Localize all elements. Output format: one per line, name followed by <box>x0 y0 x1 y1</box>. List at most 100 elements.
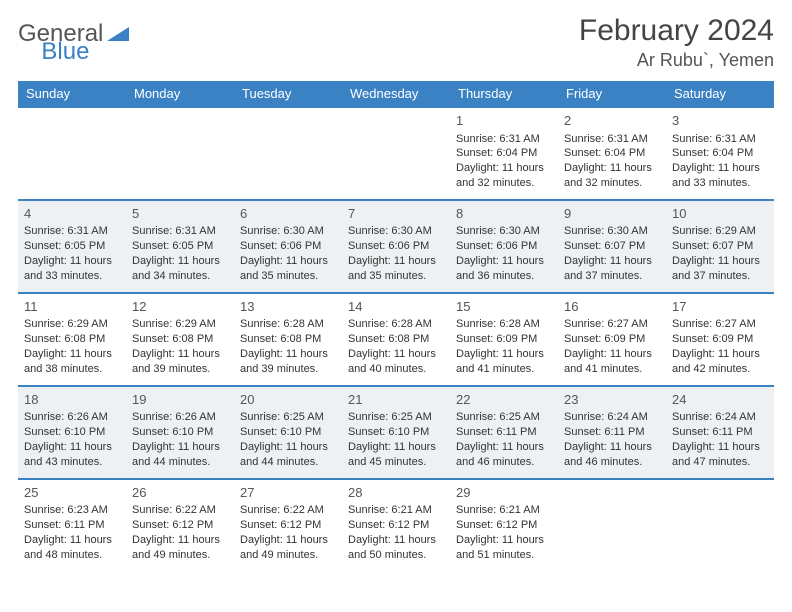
daylight-text: Daylight: 11 hours and 49 minutes. <box>240 533 336 563</box>
sunrise-text: Sunrise: 6:23 AM <box>24 503 120 518</box>
daylight-text: Daylight: 11 hours and 51 minutes. <box>456 533 552 563</box>
daylight-text: Daylight: 11 hours and 41 minutes. <box>456 347 552 377</box>
day-number: 20 <box>240 391 336 409</box>
calendar-day-cell: 5Sunrise: 6:31 AMSunset: 6:05 PMDaylight… <box>126 200 234 293</box>
sunrise-text: Sunrise: 6:25 AM <box>348 410 444 425</box>
sunset-text: Sunset: 6:10 PM <box>132 425 228 440</box>
calendar-empty-cell <box>126 107 234 200</box>
day-number: 10 <box>672 205 768 223</box>
calendar-day-cell: 1Sunrise: 6:31 AMSunset: 6:04 PMDaylight… <box>450 107 558 200</box>
day-number: 21 <box>348 391 444 409</box>
day-number: 24 <box>672 391 768 409</box>
sunset-text: Sunset: 6:04 PM <box>456 146 552 161</box>
day-header: Sunday <box>18 81 126 107</box>
sunrise-text: Sunrise: 6:28 AM <box>348 317 444 332</box>
sunset-text: Sunset: 6:05 PM <box>132 239 228 254</box>
calendar-page: General Blue February 2024 Ar Rubu`, Yem… <box>0 0 792 585</box>
daylight-text: Daylight: 11 hours and 44 minutes. <box>240 440 336 470</box>
sunrise-text: Sunrise: 6:25 AM <box>456 410 552 425</box>
sunrise-text: Sunrise: 6:30 AM <box>564 224 660 239</box>
calendar-day-cell: 11Sunrise: 6:29 AMSunset: 6:08 PMDayligh… <box>18 293 126 386</box>
sunrise-text: Sunrise: 6:28 AM <box>240 317 336 332</box>
sunrise-text: Sunrise: 6:29 AM <box>672 224 768 239</box>
calendar-day-cell: 9Sunrise: 6:30 AMSunset: 6:07 PMDaylight… <box>558 200 666 293</box>
day-header: Friday <box>558 81 666 107</box>
sunrise-text: Sunrise: 6:29 AM <box>24 317 120 332</box>
day-header: Thursday <box>450 81 558 107</box>
sunset-text: Sunset: 6:09 PM <box>672 332 768 347</box>
day-number: 8 <box>456 205 552 223</box>
daylight-text: Daylight: 11 hours and 35 minutes. <box>348 254 444 284</box>
daylight-text: Daylight: 11 hours and 39 minutes. <box>132 347 228 377</box>
calendar-header-row: SundayMondayTuesdayWednesdayThursdayFrid… <box>18 81 774 107</box>
sunset-text: Sunset: 6:12 PM <box>132 518 228 533</box>
sunrise-text: Sunrise: 6:30 AM <box>348 224 444 239</box>
calendar-day-cell: 26Sunrise: 6:22 AMSunset: 6:12 PMDayligh… <box>126 479 234 571</box>
sunset-text: Sunset: 6:11 PM <box>24 518 120 533</box>
daylight-text: Daylight: 11 hours and 34 minutes. <box>132 254 228 284</box>
daylight-text: Daylight: 11 hours and 32 minutes. <box>564 161 660 191</box>
sunrise-text: Sunrise: 6:22 AM <box>240 503 336 518</box>
calendar-day-cell: 12Sunrise: 6:29 AMSunset: 6:08 PMDayligh… <box>126 293 234 386</box>
daylight-text: Daylight: 11 hours and 32 minutes. <box>456 161 552 191</box>
daylight-text: Daylight: 11 hours and 49 minutes. <box>132 533 228 563</box>
sunset-text: Sunset: 6:10 PM <box>24 425 120 440</box>
sunrise-text: Sunrise: 6:27 AM <box>564 317 660 332</box>
calendar-day-cell: 6Sunrise: 6:30 AMSunset: 6:06 PMDaylight… <box>234 200 342 293</box>
sunrise-text: Sunrise: 6:31 AM <box>132 224 228 239</box>
calendar-day-cell: 16Sunrise: 6:27 AMSunset: 6:09 PMDayligh… <box>558 293 666 386</box>
calendar-day-cell: 2Sunrise: 6:31 AMSunset: 6:04 PMDaylight… <box>558 107 666 200</box>
calendar-empty-cell <box>18 107 126 200</box>
logo-text-blue: Blue <box>41 38 89 66</box>
sunrise-text: Sunrise: 6:21 AM <box>456 503 552 518</box>
calendar-day-cell: 13Sunrise: 6:28 AMSunset: 6:08 PMDayligh… <box>234 293 342 386</box>
sunset-text: Sunset: 6:07 PM <box>672 239 768 254</box>
calendar-day-cell: 4Sunrise: 6:31 AMSunset: 6:05 PMDaylight… <box>18 200 126 293</box>
day-number: 23 <box>564 391 660 409</box>
sunrise-text: Sunrise: 6:24 AM <box>672 410 768 425</box>
calendar-empty-cell <box>558 479 666 571</box>
daylight-text: Daylight: 11 hours and 36 minutes. <box>456 254 552 284</box>
calendar-day-cell: 22Sunrise: 6:25 AMSunset: 6:11 PMDayligh… <box>450 386 558 479</box>
calendar-week-row: 11Sunrise: 6:29 AMSunset: 6:08 PMDayligh… <box>18 293 774 386</box>
calendar-empty-cell <box>342 107 450 200</box>
calendar-day-cell: 24Sunrise: 6:24 AMSunset: 6:11 PMDayligh… <box>666 386 774 479</box>
day-number: 5 <box>132 205 228 223</box>
sunrise-text: Sunrise: 6:26 AM <box>132 410 228 425</box>
day-number: 15 <box>456 298 552 316</box>
sunset-text: Sunset: 6:05 PM <box>24 239 120 254</box>
logo: General Blue <box>18 20 181 48</box>
sunset-text: Sunset: 6:08 PM <box>348 332 444 347</box>
day-number: 16 <box>564 298 660 316</box>
sunset-text: Sunset: 6:11 PM <box>564 425 660 440</box>
sunrise-text: Sunrise: 6:25 AM <box>240 410 336 425</box>
sunset-text: Sunset: 6:07 PM <box>564 239 660 254</box>
calendar-week-row: 18Sunrise: 6:26 AMSunset: 6:10 PMDayligh… <box>18 386 774 479</box>
calendar-day-cell: 14Sunrise: 6:28 AMSunset: 6:08 PMDayligh… <box>342 293 450 386</box>
day-number: 11 <box>24 298 120 316</box>
calendar-day-cell: 17Sunrise: 6:27 AMSunset: 6:09 PMDayligh… <box>666 293 774 386</box>
sunset-text: Sunset: 6:08 PM <box>240 332 336 347</box>
daylight-text: Daylight: 11 hours and 38 minutes. <box>24 347 120 377</box>
calendar-body: 1Sunrise: 6:31 AMSunset: 6:04 PMDaylight… <box>18 107 774 571</box>
daylight-text: Daylight: 11 hours and 33 minutes. <box>672 161 768 191</box>
daylight-text: Daylight: 11 hours and 46 minutes. <box>564 440 660 470</box>
sunset-text: Sunset: 6:04 PM <box>564 146 660 161</box>
sunrise-text: Sunrise: 6:30 AM <box>456 224 552 239</box>
day-number: 13 <box>240 298 336 316</box>
day-number: 12 <box>132 298 228 316</box>
daylight-text: Daylight: 11 hours and 37 minutes. <box>672 254 768 284</box>
sunset-text: Sunset: 6:10 PM <box>348 425 444 440</box>
sunrise-text: Sunrise: 6:31 AM <box>456 132 552 147</box>
calendar-day-cell: 19Sunrise: 6:26 AMSunset: 6:10 PMDayligh… <box>126 386 234 479</box>
day-number: 28 <box>348 484 444 502</box>
sunset-text: Sunset: 6:12 PM <box>348 518 444 533</box>
daylight-text: Daylight: 11 hours and 47 minutes. <box>672 440 768 470</box>
day-number: 14 <box>348 298 444 316</box>
day-header: Monday <box>126 81 234 107</box>
day-header: Saturday <box>666 81 774 107</box>
daylight-text: Daylight: 11 hours and 50 minutes. <box>348 533 444 563</box>
calendar-day-cell: 18Sunrise: 6:26 AMSunset: 6:10 PMDayligh… <box>18 386 126 479</box>
sunset-text: Sunset: 6:08 PM <box>132 332 228 347</box>
sunset-text: Sunset: 6:04 PM <box>672 146 768 161</box>
